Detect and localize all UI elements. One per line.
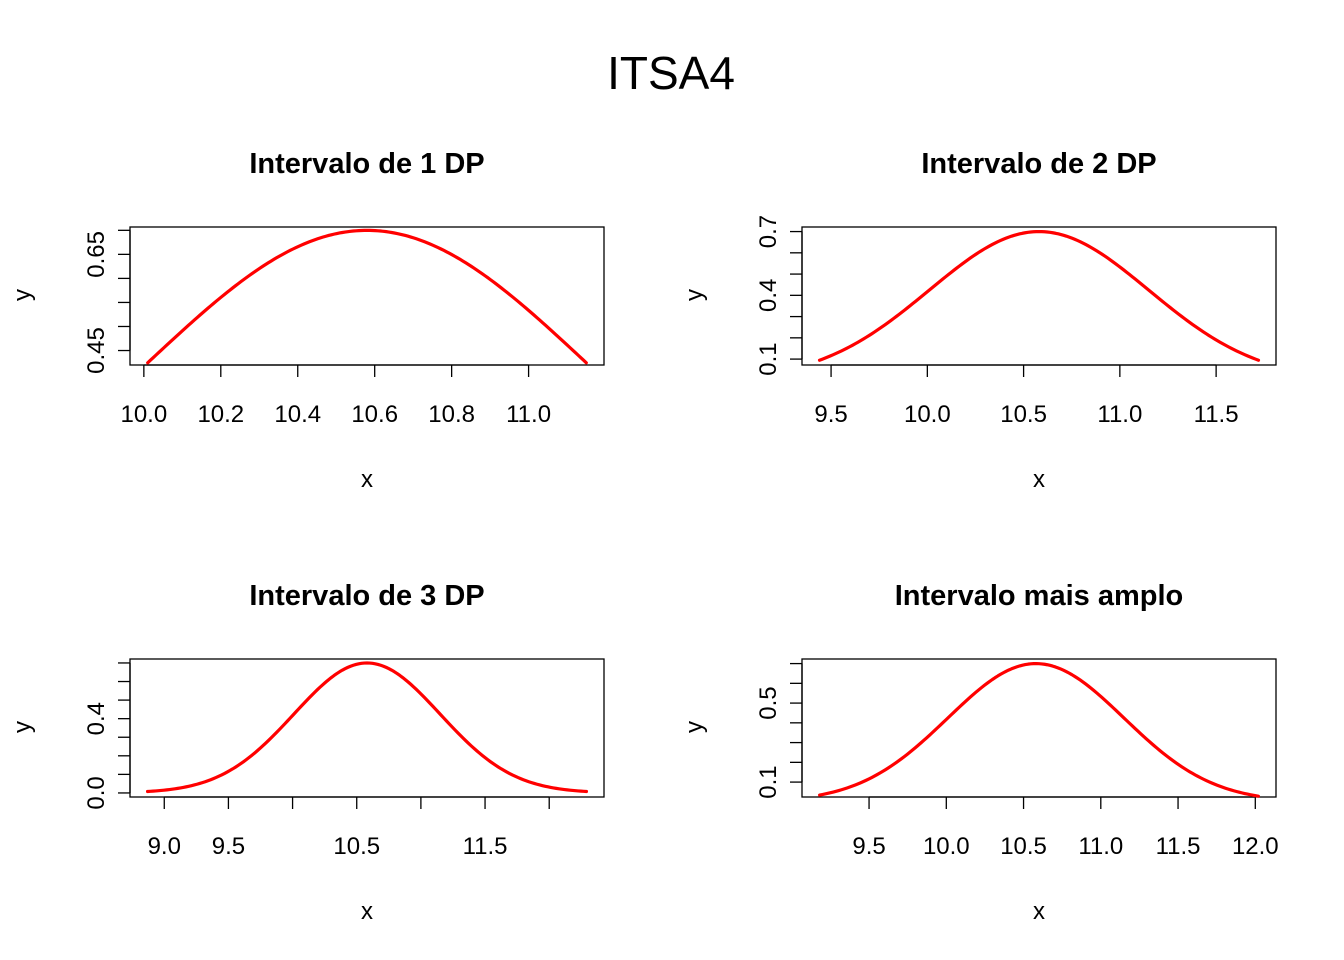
x-axis: 9.0 9.5 10.5 11.5 xyxy=(148,796,550,860)
panel-title: Intervalo de 1 DP xyxy=(249,148,484,180)
y-axis: 0.1 0.4 0.7 xyxy=(755,215,803,376)
panel-4: Intervalo mais amplo 9.5 10.0 10.5 11.0 11.5… xyxy=(681,580,1279,925)
y-tick-label: 0.0 xyxy=(83,776,110,809)
y-axis-label: y xyxy=(9,289,36,301)
x-axis: 9.5 10.0 10.5 11.0 11.5 12.0 xyxy=(852,796,1279,860)
x-tick-label: 11.0 xyxy=(506,401,551,428)
plot-frame xyxy=(129,226,605,366)
x-axis-label: x xyxy=(361,466,373,493)
panel-title: Intervalo de 2 DP xyxy=(921,148,1156,180)
y-axis-label: y xyxy=(681,289,708,301)
y-tick-label: 0.1 xyxy=(755,765,782,798)
panel-title: Intervalo mais amplo xyxy=(895,580,1184,612)
x-tick-label: 10.5 xyxy=(1000,401,1047,428)
y-tick-label: 0.1 xyxy=(755,342,782,375)
x-tick-label: 9.5 xyxy=(212,833,245,860)
plot-frame xyxy=(129,658,605,798)
x-tick-label: 10.5 xyxy=(333,833,380,860)
x-tick-label: 11.5 xyxy=(1194,401,1239,428)
y-axis-label: y xyxy=(681,721,708,733)
x-tick-label: 12.0 xyxy=(1232,833,1279,860)
x-axis: 10.0 10.2 10.4 10.6 10.8 11.0 xyxy=(120,364,551,428)
x-tick-label: 9.5 xyxy=(814,401,847,428)
panel-2: Intervalo de 2 DP 9.5 10.0 10.5 11.0 11.5 0.… xyxy=(681,148,1277,493)
x-axis-label: x xyxy=(1033,466,1045,493)
panel-title: Intervalo de 3 DP xyxy=(249,580,484,612)
x-axis: 9.5 10.0 10.5 11.0 11.5 xyxy=(814,364,1239,428)
y-tick-label: 0.45 xyxy=(83,327,110,374)
y-axis: 0.1 0.5 xyxy=(755,662,803,799)
density-curve xyxy=(145,661,589,794)
x-tick-label: 10.8 xyxy=(428,401,475,428)
y-tick-label: 0.4 xyxy=(83,702,110,735)
y-tick-label: 0.7 xyxy=(755,215,782,248)
density-curve xyxy=(817,229,1261,362)
x-axis-label: x xyxy=(1033,898,1045,925)
y-axis-label: y xyxy=(9,721,36,733)
x-tick-label: 10.2 xyxy=(197,401,244,428)
plot-frame xyxy=(801,226,1277,366)
x-tick-label: 11.0 xyxy=(1078,833,1123,860)
density-curve xyxy=(146,228,588,365)
x-tick-label: 10.0 xyxy=(904,401,951,428)
y-axis: 0.0 0.4 xyxy=(83,662,131,810)
figure-title: ITSA4 xyxy=(607,47,735,99)
panel-3: Intervalo de 3 DP 9.0 9.5 10.5 11.5 0.00.4 … xyxy=(9,580,605,925)
y-axis: 0.45 0.65 xyxy=(83,229,131,374)
x-tick-label: 9.0 xyxy=(148,833,181,860)
density-curve xyxy=(818,662,1260,798)
x-tick-label: 10.0 xyxy=(120,401,167,428)
y-tick-label: 0.4 xyxy=(755,279,782,312)
panel-1: Intervalo de 1 DP 10.0 10.2 10.4 10.6 10.8 11… xyxy=(9,148,605,493)
x-tick-label: 10.6 xyxy=(351,401,398,428)
x-tick-label: 11.0 xyxy=(1097,401,1142,428)
x-tick-label: 10.0 xyxy=(923,833,970,860)
x-tick-label: 10.5 xyxy=(1000,833,1047,860)
x-axis-label: x xyxy=(361,898,373,925)
x-tick-label: 9.5 xyxy=(852,833,885,860)
x-tick-label: 11.5 xyxy=(463,833,508,860)
x-tick-label: 11.5 xyxy=(1156,833,1201,860)
x-tick-label: 10.4 xyxy=(274,401,321,428)
y-tick-label: 0.5 xyxy=(755,686,782,719)
y-tick-label: 0.65 xyxy=(83,231,110,278)
